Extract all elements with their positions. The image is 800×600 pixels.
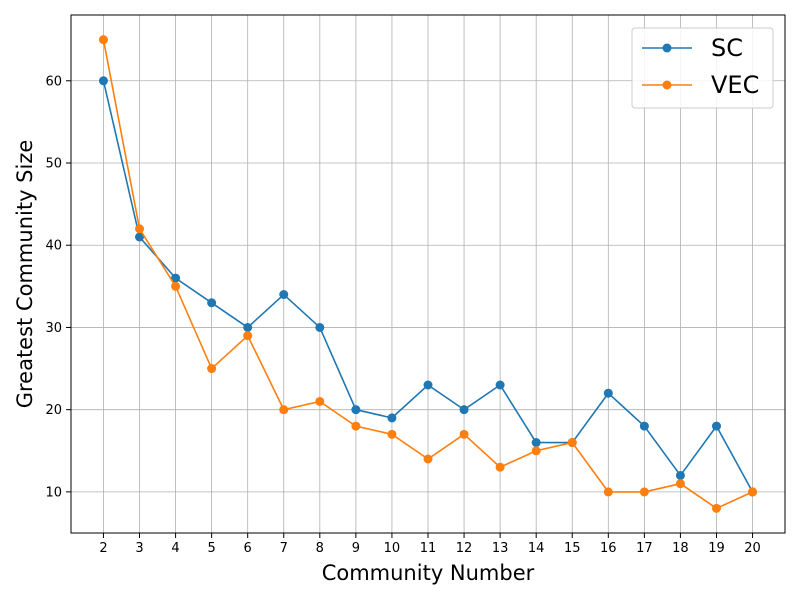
data-point-vec [639, 487, 649, 497]
data-point-sc [135, 232, 145, 242]
axis-ticks: 2 3 4 5 6 7 8 9 10 11 12 13 14 15 16 17 18 19 20 10 20 30 40 50… [45, 74, 760, 556]
data-point-vec [603, 487, 613, 497]
x-tick-label: 13 [492, 541, 509, 556]
data-point-sc [711, 421, 721, 431]
x-axis-label: Community Number [322, 561, 535, 585]
data-point-sc [279, 290, 289, 300]
x-tick-label: 15 [564, 541, 581, 556]
x-tick-label: 2 [99, 541, 107, 556]
data-point-sc [459, 405, 469, 415]
data-point-sc [639, 421, 649, 431]
data-point-vec [423, 454, 433, 464]
data-point-vec [315, 396, 325, 406]
data-point-vec [279, 405, 289, 415]
x-tick-label: 9 [352, 541, 360, 556]
x-tick-label: 8 [316, 541, 324, 556]
y-tick-label: 30 [45, 321, 62, 336]
x-tick-label: 14 [528, 541, 545, 556]
y-tick-label: 20 [45, 403, 62, 418]
y-tick-label: 50 [45, 157, 62, 172]
y-tick-label: 10 [45, 485, 62, 500]
data-point-sc [243, 322, 253, 332]
x-tick-label: 5 [207, 541, 215, 556]
data-point-sc [423, 380, 433, 390]
legend-marker-vec [662, 80, 672, 90]
data-point-vec [495, 462, 505, 472]
x-tick-label: 10 [384, 541, 401, 556]
x-tick-label: 6 [244, 541, 252, 556]
x-tick-label: 11 [420, 541, 437, 556]
data-point-sc [531, 438, 541, 448]
data-point-vec [567, 438, 577, 448]
y-tick-label: 60 [45, 74, 62, 89]
data-point-vec [135, 224, 145, 234]
data-point-sc [315, 322, 325, 332]
legend-label-vec: VEC [711, 71, 759, 99]
x-tick-label: 20 [744, 541, 761, 556]
data-point-vec [207, 364, 217, 374]
data-point-sc [603, 388, 613, 398]
legend-marker-sc [662, 43, 672, 53]
data-point-sc [387, 413, 397, 423]
x-tick-label: 17 [636, 541, 653, 556]
x-tick-label: 7 [280, 541, 288, 556]
x-tick-label: 16 [600, 541, 617, 556]
data-point-vec [675, 479, 685, 489]
x-tick-label: 3 [135, 541, 143, 556]
data-point-sc [495, 380, 505, 390]
legend-label-sc: SC [711, 34, 743, 62]
x-tick-label: 18 [672, 541, 689, 556]
data-point-vec [351, 421, 361, 431]
data-point-sc [351, 405, 361, 415]
x-tick-label: 4 [171, 541, 179, 556]
data-point-vec [459, 429, 469, 439]
data-point-sc [98, 76, 108, 86]
x-tick-label: 12 [456, 541, 473, 556]
data-point-sc [207, 298, 217, 308]
data-point-vec [98, 35, 108, 45]
data-point-vec [387, 429, 397, 439]
y-tick-label: 40 [45, 239, 62, 254]
y-axis-label: Greatest Community Size [13, 140, 37, 409]
data-point-vec [711, 503, 721, 513]
data-point-vec [748, 487, 758, 497]
x-tick-label: 19 [708, 541, 725, 556]
legend: SC VEC [631, 27, 774, 109]
data-point-sc [675, 470, 685, 480]
data-point-vec [531, 446, 541, 456]
data-point-vec [171, 281, 181, 291]
series-group [98, 35, 758, 513]
data-point-sc [171, 273, 181, 283]
data-point-vec [243, 331, 253, 341]
